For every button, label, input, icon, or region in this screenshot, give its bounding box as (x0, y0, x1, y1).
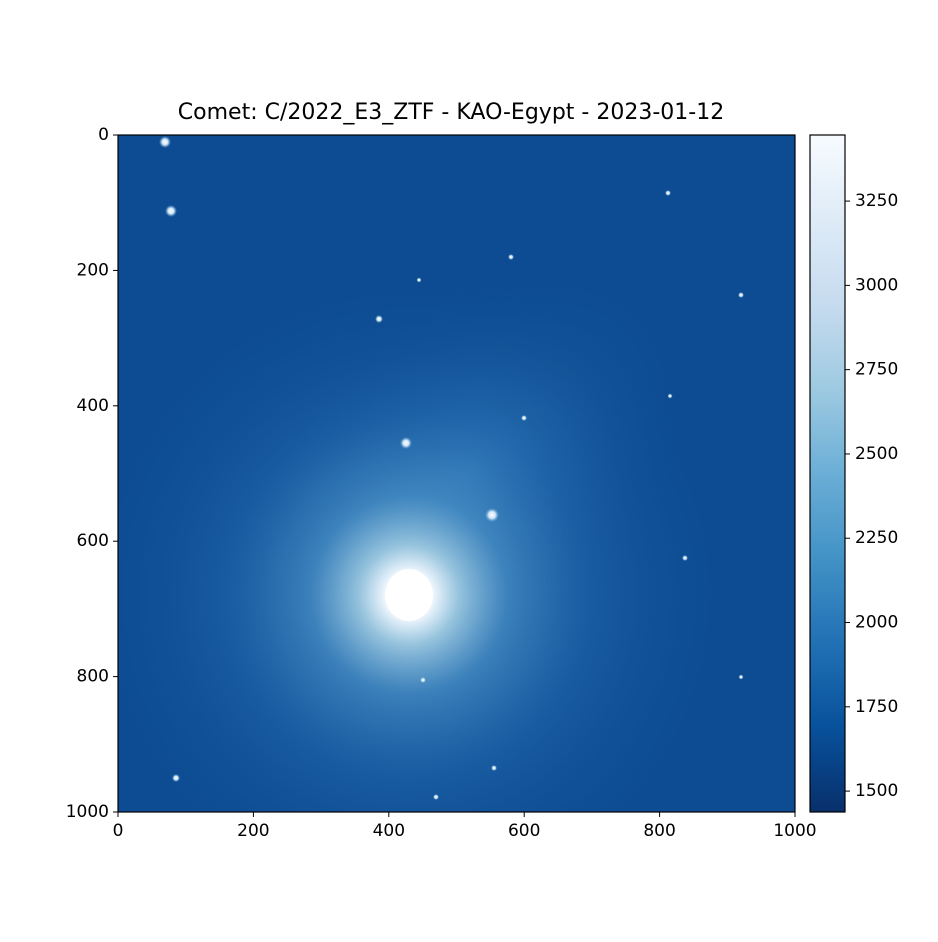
x-tick-label: 0 (113, 821, 124, 841)
y-tick-label: 1000 (66, 802, 109, 822)
colorbar-tick-label: 1500 (855, 781, 898, 801)
colorbar-tick-label: 3250 (855, 191, 898, 211)
colorbar-tick-label: 2500 (855, 444, 898, 464)
y-tick-label: 0 (98, 125, 109, 145)
axes-frame (117, 134, 796, 813)
x-tick-label: 600 (508, 821, 540, 841)
x-tick-label: 1000 (773, 821, 816, 841)
y-tick-label: 400 (77, 396, 109, 416)
colorbar-tick-label: 2250 (855, 528, 898, 548)
chart-title: Comet: C/2022_E3_ZTF - KAO-Egypt - 2023-… (178, 100, 724, 125)
x-tick-label: 200 (237, 821, 269, 841)
comet-image (118, 135, 795, 812)
y-tick-label: 200 (77, 260, 109, 280)
colorbar-tick-label: 2750 (855, 360, 898, 380)
colorbar-tick-label: 3000 (855, 275, 898, 295)
colorbar (809, 134, 846, 813)
x-tick-label: 800 (643, 821, 675, 841)
y-tick-label: 600 (77, 531, 109, 551)
colorbar-tick-label: 1750 (855, 697, 898, 717)
colorbar-tick-label: 2000 (855, 613, 898, 633)
x-tick-label: 400 (373, 821, 405, 841)
y-tick-label: 800 (77, 667, 109, 687)
